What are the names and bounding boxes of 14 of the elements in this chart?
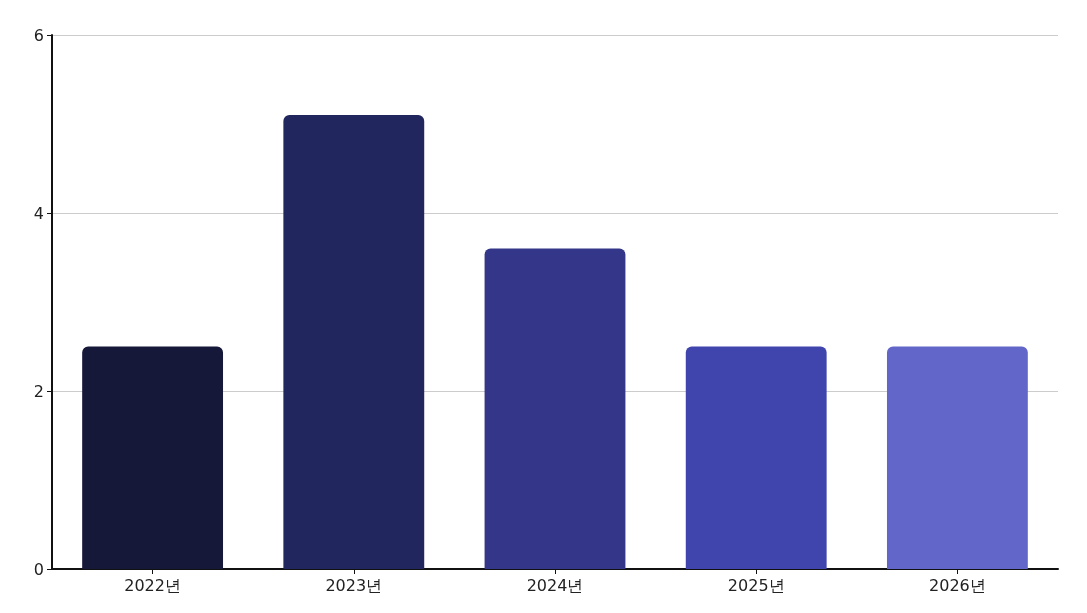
x-tick-label: 2024년 [526, 575, 584, 595]
bar [82, 346, 224, 569]
x-tick-label: 2023년 [325, 575, 383, 595]
y-tick-label: 6 [33, 25, 44, 45]
bar [685, 346, 827, 569]
y-tick-label: 0 [33, 559, 44, 579]
bar [484, 248, 626, 569]
y-tick-label: 2 [33, 381, 44, 401]
bar [886, 346, 1028, 569]
bar [283, 115, 425, 569]
x-tick-label: 2025년 [727, 575, 785, 595]
x-tick-label: 2022년 [124, 575, 181, 595]
y-tick-label: 4 [33, 203, 44, 223]
x-tick-label: 2026년 [929, 575, 986, 595]
